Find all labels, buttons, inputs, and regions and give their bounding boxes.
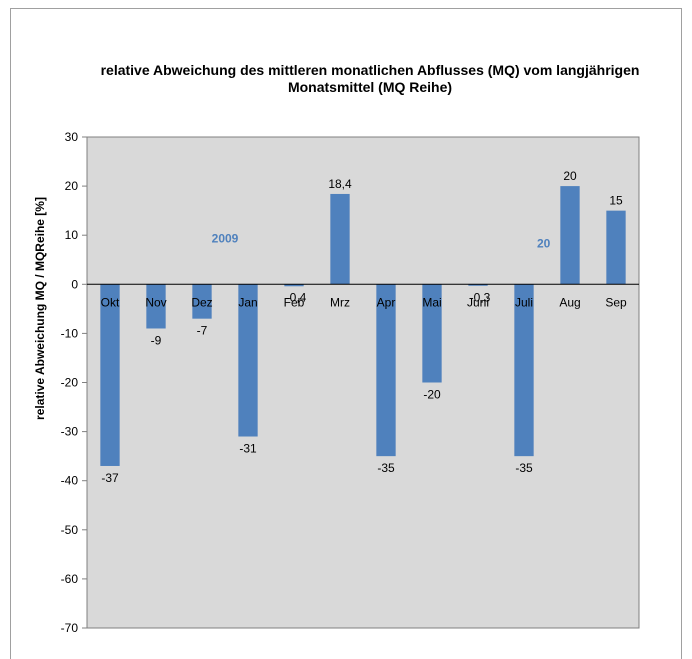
y-tick-label: 10 [65,228,79,242]
y-axis-label: relative Abweichung MQ / MQReihe [%] [33,197,47,420]
data-label: -0,3 [470,290,491,304]
annotation-20: 20 [537,236,551,250]
data-label: -35 [377,461,395,475]
bar-apr [376,284,396,457]
bar-aug [560,186,580,285]
data-label: 15 [609,194,623,208]
data-label: -7 [197,324,208,338]
data-label: 18,4 [328,177,352,191]
y-tick-label: -30 [61,425,79,439]
data-label: -35 [515,461,533,475]
y-tick-label: 0 [71,277,78,291]
y-tick-label: -40 [61,474,79,488]
bar-mai [422,284,442,383]
y-tick-label: -70 [61,621,79,635]
data-label: -0,4 [286,290,307,304]
chart-title: relative Abweichung des mittleren monatl… [100,62,640,95]
x-tick-label: Juni [467,295,489,309]
data-label: -31 [239,442,257,456]
bar-feb [284,284,304,287]
x-tick-label: Juli [515,295,533,309]
bar-nov [146,284,166,329]
bar-jan [238,284,258,437]
y-tick-label: -50 [61,523,79,537]
bar-okt [100,284,120,466]
y-tick-label: -20 [61,376,79,390]
chart-frame [10,8,682,659]
x-tick-label: Sep [605,295,627,309]
y-tick-label: -10 [61,326,79,340]
x-tick-label: Dez [191,295,212,309]
plot-area [86,136,640,629]
y-tick-label: 30 [65,130,79,144]
x-tick-label: Okt [101,295,120,309]
bar-juni [468,284,488,286]
x-tick-label: Nov [145,295,166,309]
data-label: 20 [563,169,577,183]
data-label: -20 [423,388,441,402]
x-tick-label: Aug [559,295,580,309]
y-tick-label: -60 [61,572,79,586]
x-tick-label: Feb [284,295,305,309]
bar-mrz [330,193,350,285]
data-label: -9 [151,333,162,347]
x-tick-label: Apr [377,295,396,309]
annotation-2009: 2009 [212,232,239,246]
bar-juli [514,284,534,457]
x-tick-label: Mai [422,295,441,309]
y-tick-label: 20 [65,179,79,193]
bar-sep [606,210,626,285]
bar-dez [192,284,212,319]
x-tick-label: Mrz [330,295,350,309]
x-tick-label: Jan [238,295,257,309]
data-label: -37 [101,471,119,485]
